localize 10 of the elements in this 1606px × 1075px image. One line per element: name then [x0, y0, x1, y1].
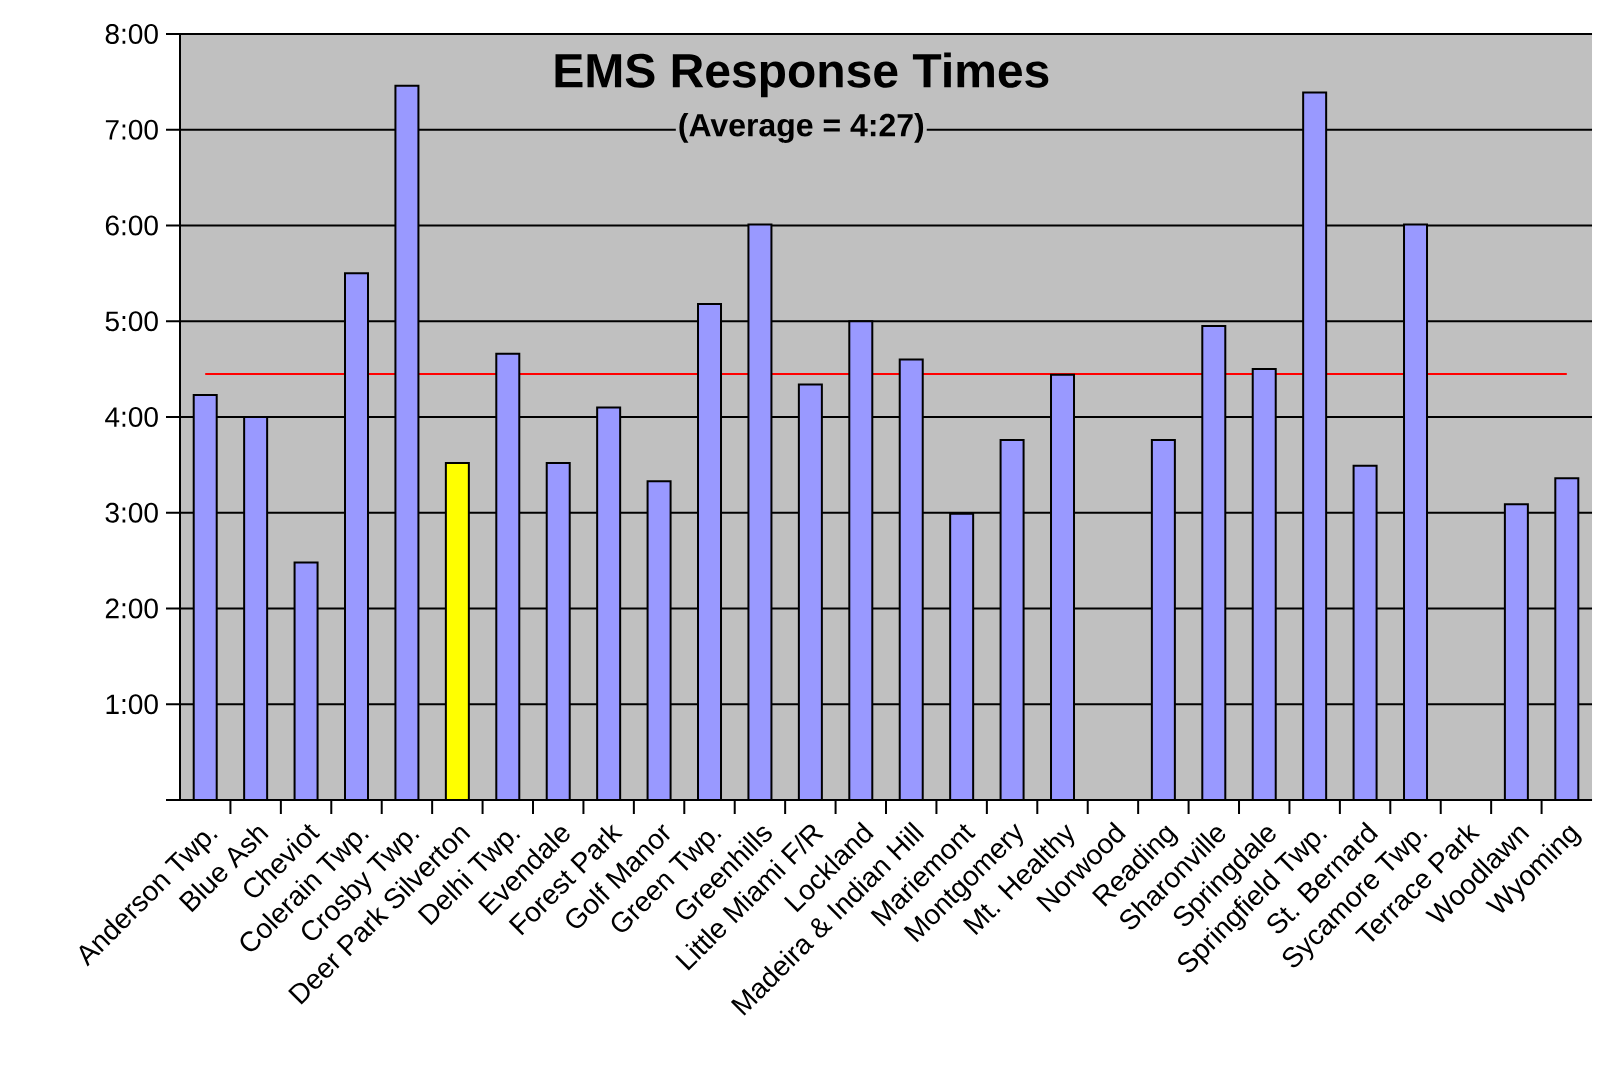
- y-tick-label: 4:00: [105, 407, 158, 427]
- y-tick-label: 7:00: [105, 119, 158, 140]
- y-tick-label: 5:00: [105, 311, 158, 332]
- y-tick-label: 3:00: [105, 502, 158, 523]
- y-tick-label: 2:00: [105, 598, 158, 619]
- y-tick-label: 6:00: [105, 215, 158, 236]
- y-tick-label: 8:00: [105, 24, 158, 44]
- chart-title: EMS Response Times: [555, 52, 1049, 98]
- y-tick-label: 1:00: [106, 694, 158, 715]
- text: (Average = 4:27): [679, 112, 924, 143]
